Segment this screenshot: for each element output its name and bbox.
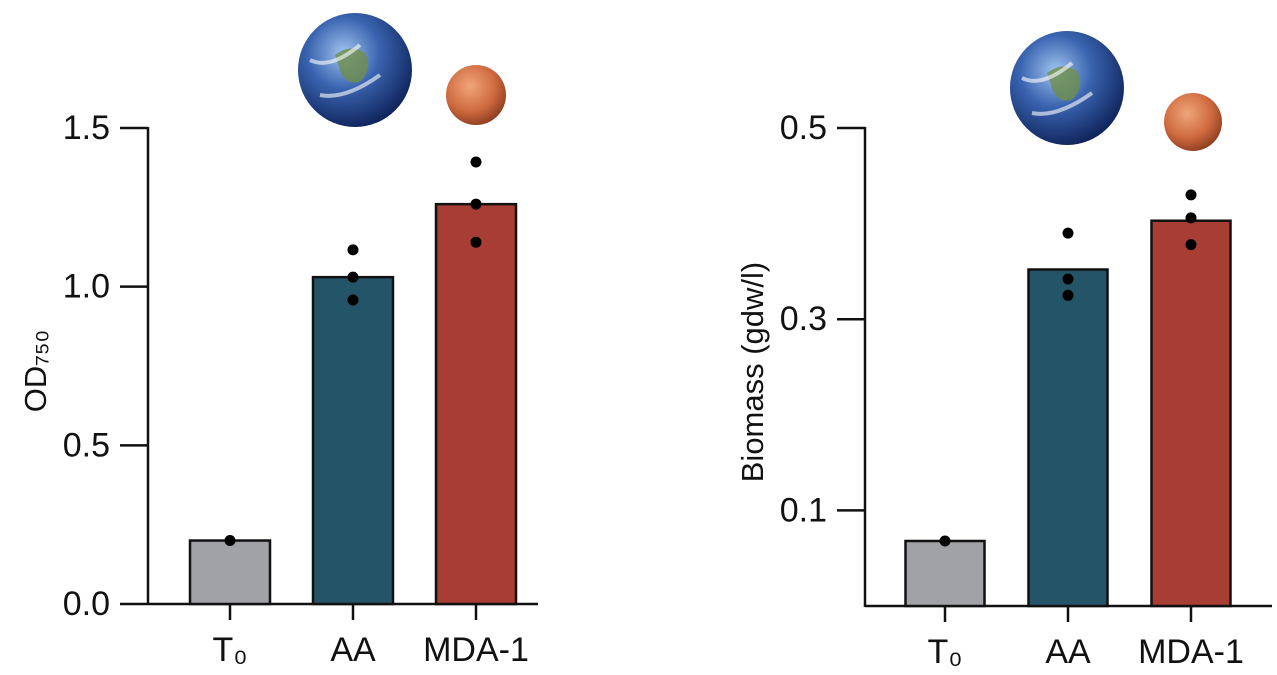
replicate-point: [225, 535, 236, 546]
replicate-point: [1186, 239, 1197, 250]
bar: [1029, 269, 1108, 606]
x-tick-label: AA: [330, 631, 376, 669]
bar: [313, 277, 393, 604]
x-tick-label: T₀: [213, 631, 248, 669]
x-tick-label: T₀: [928, 633, 963, 671]
figure: OD₇₅₀ 0.0 0.5 1.0 1.5 T₀ AA MDA-1 Biomass (gdw/l…: [0, 0, 1277, 675]
replicate-point: [1063, 290, 1074, 301]
y-axis-label: Biomass (gdw/l): [735, 262, 770, 483]
bar: [190, 541, 270, 604]
y-tick-label: 0.5: [63, 426, 110, 464]
earth-icon: [298, 13, 412, 127]
bar: [1152, 221, 1231, 606]
earth-icon: [1010, 31, 1124, 145]
y-tick-label: 0.0: [63, 585, 110, 623]
replicate-point: [940, 535, 951, 546]
replicate-point: [1063, 228, 1074, 239]
replicate-point: [471, 199, 482, 210]
y-tick-label: 1.5: [63, 109, 110, 147]
y-tick-label: 1.0: [63, 268, 110, 306]
x-tick-label: AA: [1045, 633, 1091, 671]
replicate-point: [471, 156, 482, 167]
x-tick-label: MDA-1: [423, 631, 529, 669]
bar: [436, 204, 516, 604]
replicate-point: [1186, 212, 1197, 223]
bar: [906, 541, 985, 606]
y-tick-label: 0.5: [780, 109, 827, 147]
replicate-point: [1063, 274, 1074, 285]
x-tick-label: MDA-1: [1138, 633, 1244, 671]
y-tick-label: 0.3: [780, 300, 827, 338]
replicate-point: [348, 272, 359, 283]
replicate-point: [348, 294, 359, 305]
replicate-point: [1186, 189, 1197, 200]
replicate-point: [471, 237, 482, 248]
y-tick-label: 0.1: [780, 491, 827, 529]
y-axis-label: OD₇₅₀: [18, 330, 53, 413]
mars-icon: [1164, 93, 1222, 151]
replicate-point: [348, 244, 359, 255]
mars-icon: [446, 65, 506, 125]
